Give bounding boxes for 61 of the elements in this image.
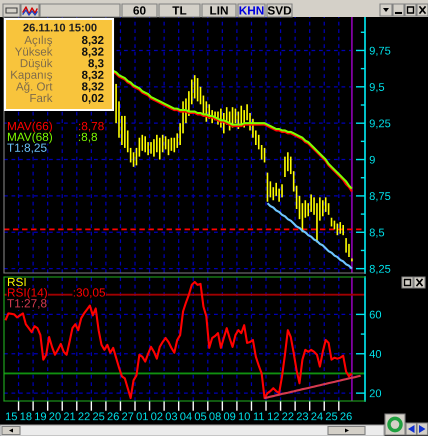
chart-title: RSI	[8, 278, 26, 286]
x-tick-label: 26	[108, 412, 119, 420]
text: MAV(66)	[8, 122, 52, 133]
x-tick-label: 26	[340, 412, 352, 420]
annotation: :30,05	[74, 288, 106, 298]
text: SVD	[268, 6, 292, 15]
text: TL	[172, 6, 186, 15]
annotation: Açılış	[24, 36, 52, 46]
annotation: 26.11.10 15:00	[23, 24, 97, 32]
text: KHN	[240, 6, 264, 15]
x-tick-label: 25	[326, 412, 338, 420]
x-tick-label: 11	[254, 412, 264, 420]
annotation: :8,8	[78, 132, 98, 142]
annotation: Ağ. Ort	[16, 82, 52, 93]
x-tick-label: 09	[224, 412, 236, 420]
annotation: Yüksek	[14, 47, 53, 56]
x-tick-label: 15	[6, 412, 17, 420]
x-tick-label: 24	[311, 412, 323, 420]
y-tick-label: 8,25	[370, 264, 390, 274]
x-tick-label: 08	[209, 412, 221, 420]
text: T1:27,8	[7, 299, 47, 309]
annotation: 8,32	[82, 82, 104, 92]
text: LIN	[210, 6, 228, 15]
y-tick-label: 9	[370, 156, 375, 164]
x-tick-label: 10	[238, 412, 250, 420]
x-tick-label: 22	[78, 412, 90, 420]
text: 60	[133, 6, 146, 15]
annotation: Düşük	[20, 58, 53, 70]
y-tick-label: 9,75	[370, 46, 390, 56]
y-tick-label: 60	[370, 310, 382, 319]
x-tick-label: 01	[136, 412, 148, 420]
y-tick-label: 8,5	[370, 228, 384, 238]
annotation: 8,32	[82, 70, 104, 81]
x-tick-label: 18	[20, 412, 32, 420]
annotation: 8,32	[82, 48, 104, 58]
y-tick-label: 9,25	[370, 119, 390, 129]
series-label: RSI(14)	[8, 288, 47, 299]
annotation: 0,02	[82, 94, 104, 104]
x-tick-label: 23	[296, 412, 308, 420]
annotation: Fark	[30, 94, 53, 102]
x-tick-label: 04	[180, 412, 192, 420]
x-tick-label: 27	[122, 412, 134, 420]
y-tick-label: 40	[369, 350, 382, 358]
x-tick-label: 03	[166, 412, 178, 420]
x-tick-label: 25	[92, 412, 104, 420]
x-tick-label: 22	[282, 412, 294, 420]
y-tick-label: 8,75	[370, 192, 390, 202]
annotation: 8,32	[82, 36, 104, 46]
x-tick-label: 19	[35, 412, 46, 420]
annotation: Kapanış	[11, 70, 52, 82]
x-tick-label: 12	[268, 412, 279, 420]
annotation: :8,78	[79, 122, 104, 132]
text: T1:8,25	[7, 143, 47, 154]
x-tick-label: 20	[49, 412, 61, 420]
annotation: 8,3	[88, 59, 104, 69]
y-tick-label: 9,5	[370, 83, 384, 92]
x-tick-label: 02	[151, 412, 162, 420]
x-tick-label: 05	[194, 412, 206, 420]
x-tick-label: 21	[64, 412, 76, 420]
y-tick-label: 20	[370, 389, 382, 398]
text: MAV(68)	[8, 132, 52, 144]
